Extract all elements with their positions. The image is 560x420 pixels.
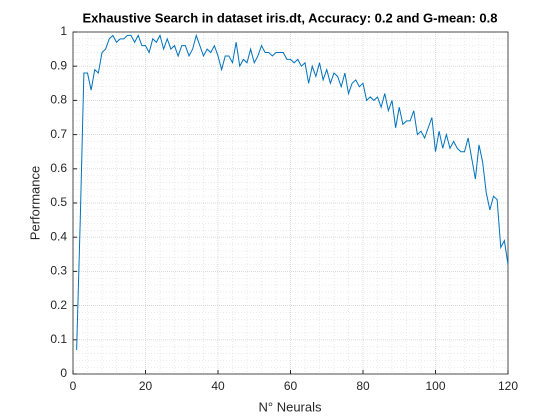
plot-frame (72, 31, 509, 375)
x-tick-label: 80 (356, 379, 370, 393)
y-axis-label: Performance (27, 166, 42, 240)
y-tick-label: 0.2 (50, 298, 67, 312)
chart-title: Exhaustive Search in dataset iris.dt, Ac… (83, 10, 498, 25)
x-tick-label: 40 (211, 379, 225, 393)
y-tick-label: 0.9 (50, 58, 67, 72)
y-tick-label: 0.6 (50, 161, 67, 175)
x-tick-label: 0 (70, 379, 77, 393)
data-line (76, 33, 509, 351)
y-tick-label: 0.4 (50, 229, 67, 243)
y-tick-label: 0.8 (50, 93, 67, 107)
y-tick-label: 0.5 (50, 195, 67, 209)
y-tick-label: 0 (60, 366, 67, 380)
x-tick-label: 60 (284, 379, 298, 393)
x-tick-label: 100 (425, 379, 445, 393)
x-tick-label: 120 (498, 379, 518, 393)
x-tick-label: 20 (139, 379, 153, 393)
x-axis-label: N° Neurals (259, 399, 322, 414)
y-tick-label: 1 (60, 24, 67, 38)
y-tick-label: 0.1 (50, 332, 67, 346)
y-tick-label: 0.3 (50, 264, 67, 278)
y-tick-label: 0.7 (50, 127, 67, 141)
